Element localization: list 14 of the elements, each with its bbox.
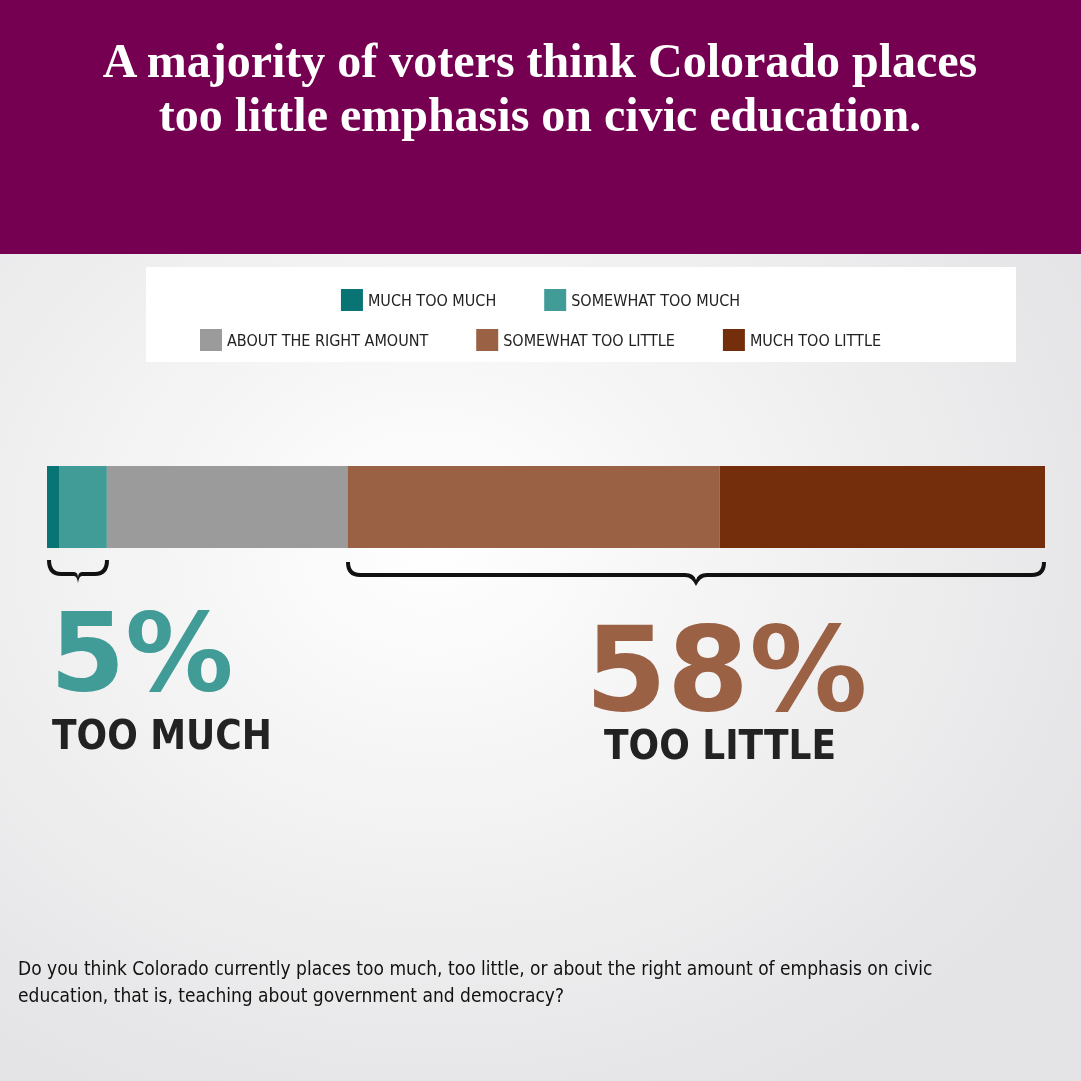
- bar: [347, 466, 720, 548]
- legend-label: SOMEWHAT TOO MUCH: [571, 290, 741, 310]
- legend-label: ABOUT THE RIGHT AMOUNT: [227, 330, 429, 350]
- bar: [58, 466, 107, 548]
- legend-label: MUCH TOO MUCH: [367, 290, 497, 310]
- legend-label: SOMEWHAT TOO LITTLE: [503, 330, 675, 350]
- text: 5%: [50, 590, 234, 715]
- bar: [106, 466, 348, 548]
- text: Do you think Colorado currently places too much, too little, or about the right amount of emphasis on civic education, that is, teaching about government and democracy?: [18, 956, 934, 1008]
- chart-title: A majority of voters think Colorado places too little emphasis on civic education.: [101, 34, 979, 143]
- bar: [47, 466, 59, 548]
- text: TOO MUCH: [52, 712, 272, 758]
- bar: [719, 466, 1045, 548]
- legend-label: MUCH TOO LITTLE: [749, 330, 881, 350]
